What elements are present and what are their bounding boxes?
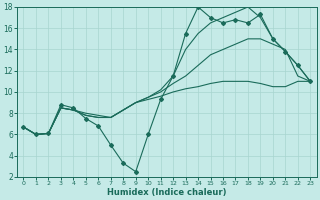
X-axis label: Humidex (Indice chaleur): Humidex (Indice chaleur)	[107, 188, 227, 197]
